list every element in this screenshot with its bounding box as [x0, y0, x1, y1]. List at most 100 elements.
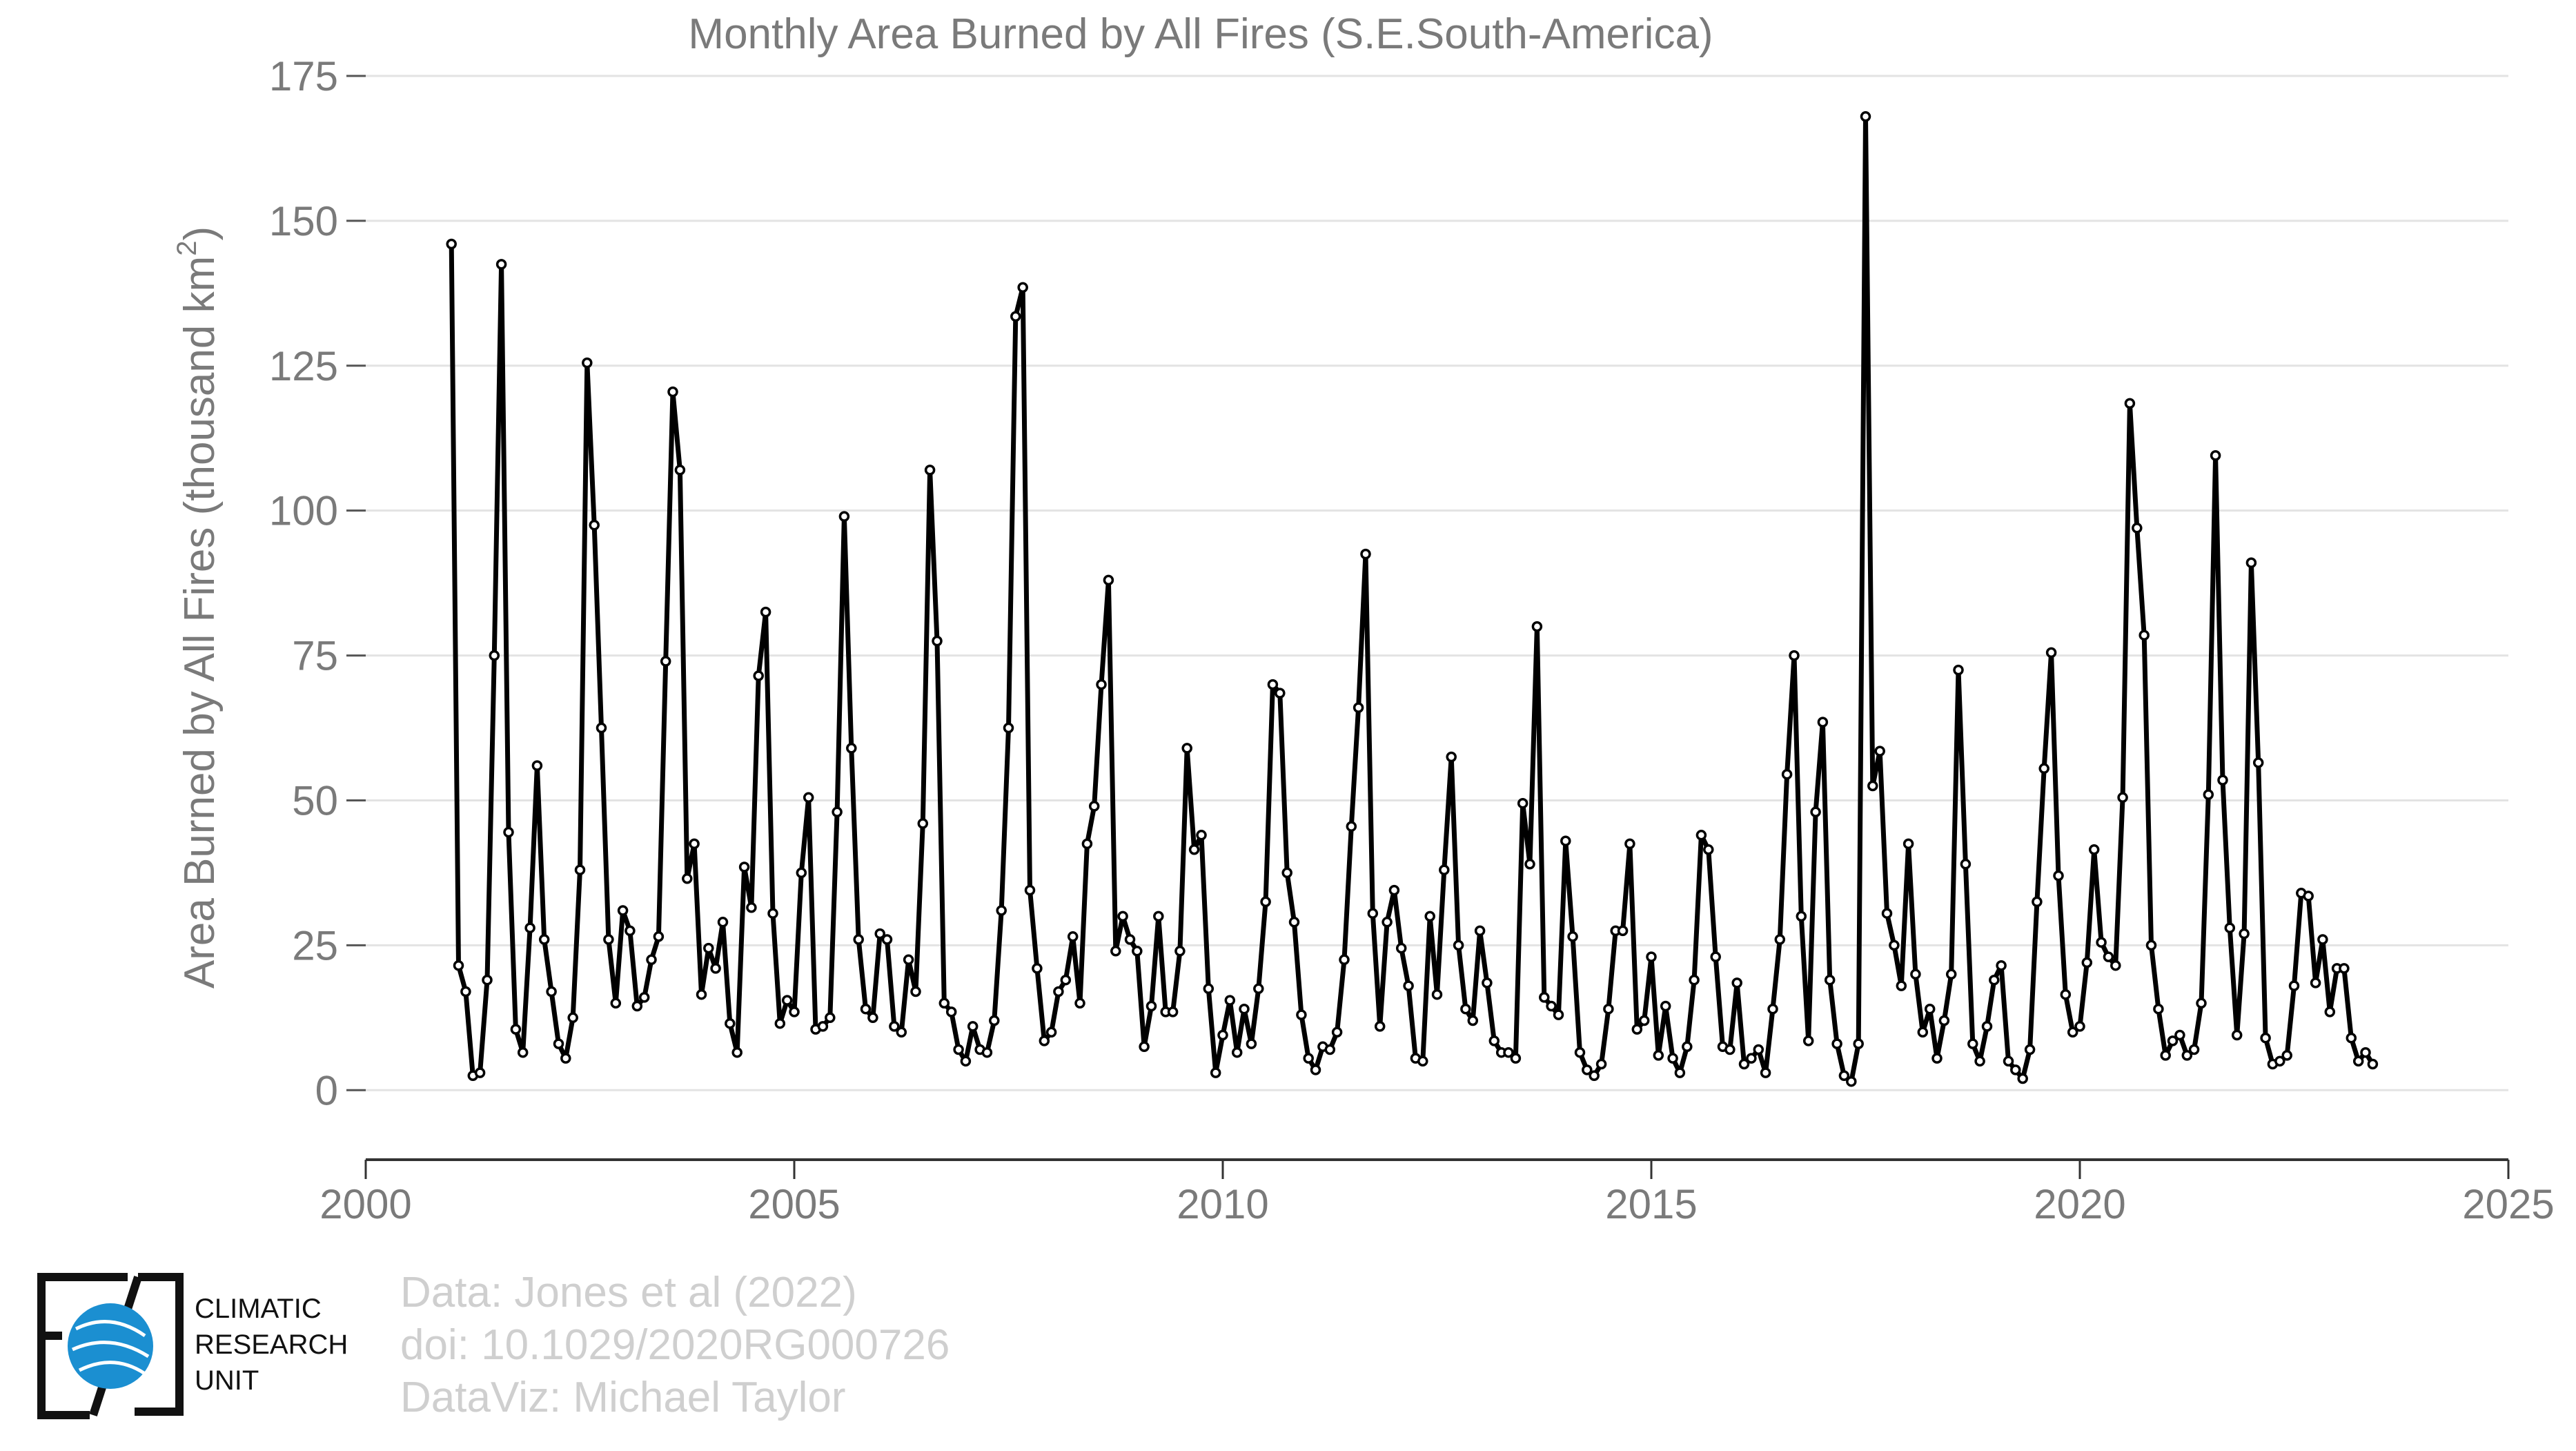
data-point-176 [1703, 844, 1714, 855]
data-point-149 [1510, 1053, 1522, 1064]
data-point-94 [1117, 910, 1128, 922]
data-point-61 [881, 934, 893, 945]
logo-bracket-right [135, 1273, 184, 1416]
data-point-221 [2024, 1044, 2036, 1055]
data-point-125 [1339, 954, 1350, 966]
data-point-132 [1388, 884, 1400, 896]
data-point-5 [482, 974, 493, 986]
data-point-248 [2217, 775, 2228, 786]
data-point-14 [546, 986, 557, 997]
data-point-213 [1967, 1038, 1978, 1049]
data-point-190 [1802, 1035, 1814, 1046]
data-point-208 [1931, 1053, 1943, 1064]
data-point-8 [503, 826, 514, 838]
data-point-263 [2324, 1006, 2336, 1017]
data-point-225 [2053, 870, 2064, 882]
data-point-209 [1938, 1015, 1950, 1026]
gridlines [366, 75, 2508, 1091]
data-point-93 [1110, 946, 1121, 957]
data-point-36 [703, 942, 714, 954]
data-point-2 [460, 986, 471, 997]
data-point-97 [1139, 1041, 1150, 1053]
data-point-98 [1146, 1000, 1157, 1012]
data-point-24 [617, 905, 629, 916]
data-point-151 [1524, 859, 1535, 870]
data-point-115 [1267, 679, 1279, 690]
data-point-185 [1767, 1003, 1778, 1015]
data-point-207 [1924, 1003, 1936, 1015]
data-point-82 [1032, 963, 1043, 974]
data-point-133 [1395, 942, 1407, 954]
data-point-58 [860, 1003, 872, 1015]
data-point-141 [1453, 939, 1464, 951]
data-point-111 [1239, 1003, 1250, 1015]
data-point-240 [2160, 1050, 2171, 1061]
data-point-236 [2132, 523, 2143, 534]
data-point-54 [832, 806, 843, 818]
data-point-144 [1474, 925, 1486, 937]
data-point-262 [2317, 934, 2328, 945]
data-point-177 [1710, 951, 1721, 962]
y-tick-label-50: 50 [292, 777, 338, 824]
data-point-193 [1824, 974, 1836, 986]
data-point-72 [960, 1055, 972, 1067]
credit-dataviz: DataViz: Michael Taylor [400, 1374, 846, 1421]
data-point-13 [538, 934, 550, 945]
data-point-219 [2010, 1064, 2021, 1075]
data-point-140 [1446, 751, 1457, 763]
data-point-126 [1346, 821, 1357, 832]
data-point-114 [1260, 896, 1271, 908]
data-point-212 [1960, 859, 1972, 870]
chart-title: Monthly Area Burned by All Fires (S.E.So… [688, 10, 1713, 58]
data-point-112 [1246, 1038, 1257, 1049]
data-point-257 [2281, 1050, 2292, 1061]
data-point-129 [1367, 908, 1379, 919]
data-point-71 [953, 1044, 964, 1055]
data-point-7 [495, 259, 507, 270]
data-point-186 [1774, 934, 1786, 945]
y-axis-tick-labels: 0 25 50 75 100 125 150 175 [269, 53, 366, 1113]
data-point-75 [981, 1046, 993, 1058]
data-point-231 [2096, 937, 2107, 948]
data-point-202 [1889, 939, 1900, 951]
data-point-245 [2196, 997, 2207, 1009]
data-point-37 [710, 963, 721, 974]
data-point-11 [524, 922, 535, 933]
data-point-62 [889, 1021, 900, 1032]
data-point-182 [1746, 1053, 1757, 1064]
data-point-261 [2310, 977, 2321, 989]
data-point-222 [2032, 896, 2043, 908]
data-point-249 [2224, 922, 2236, 933]
data-point-254 [2260, 1032, 2271, 1044]
series-line [449, 114, 2375, 1084]
x-tick-label-2005: 2005 [748, 1181, 840, 1227]
data-point-106 [1203, 983, 1215, 995]
data-point-116 [1275, 688, 1286, 699]
data-point-146 [1488, 1035, 1500, 1046]
data-point-265 [2339, 963, 2350, 974]
data-point-59 [867, 1012, 878, 1024]
data-point-162 [1603, 1003, 1614, 1015]
data-point-238 [2145, 939, 2157, 951]
x-axis: 2000 2005 2010 2015 2020 2025 [319, 1158, 2555, 1227]
data-point-233 [2110, 960, 2121, 971]
data-point-41 [738, 861, 750, 873]
data-point-4 [474, 1067, 486, 1078]
data-point-123 [1324, 1044, 1336, 1055]
data-point-157 [1567, 931, 1578, 942]
data-point-16 [560, 1053, 571, 1064]
globe-swirl [71, 1320, 150, 1376]
y-tick-label-175: 175 [269, 53, 338, 99]
data-point-68 [932, 635, 943, 647]
data-point-9 [510, 1024, 522, 1035]
data-point-152 [1531, 621, 1543, 632]
data-point-30 [660, 656, 671, 667]
data-point-109 [1224, 995, 1236, 1006]
data-point-244 [2188, 1044, 2200, 1055]
data-point-206 [1917, 1026, 1929, 1038]
data-point-180 [1731, 977, 1742, 989]
data-point-226 [2060, 989, 2072, 1000]
data-point-148 [1503, 1046, 1514, 1058]
data-point-50 [803, 792, 814, 804]
